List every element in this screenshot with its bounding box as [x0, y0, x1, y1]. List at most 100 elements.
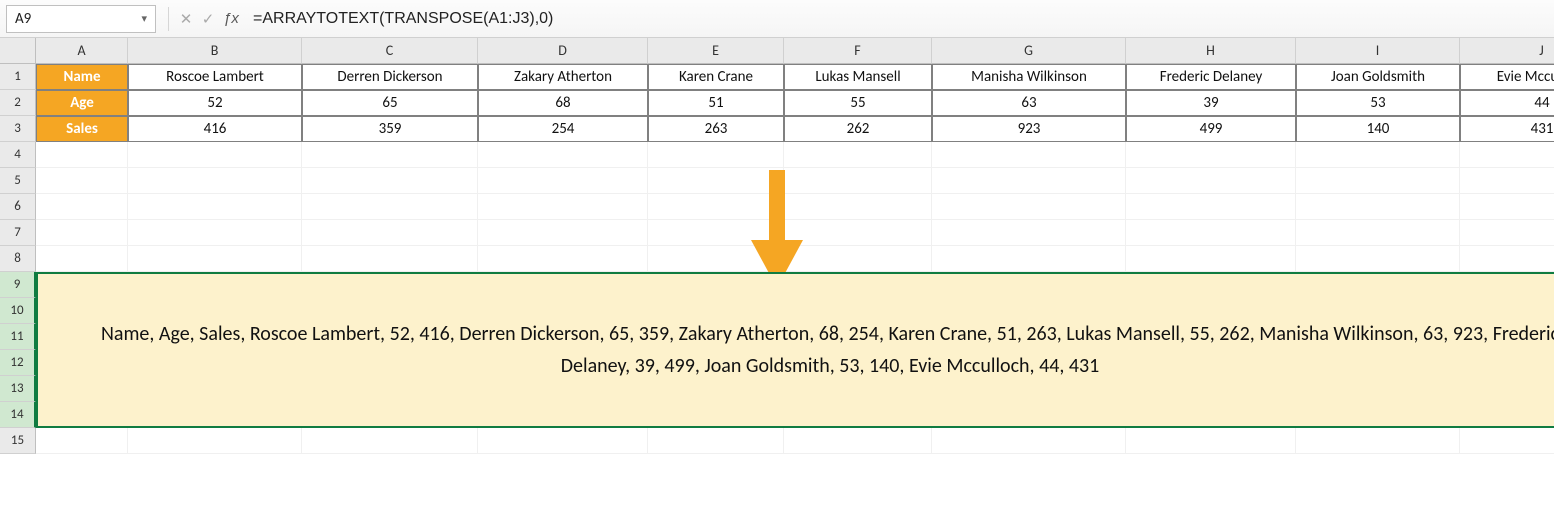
- row-header[interactable]: 3: [0, 116, 36, 142]
- cell[interactable]: [1296, 142, 1460, 168]
- cell[interactable]: [1296, 246, 1460, 272]
- column-header[interactable]: C: [302, 38, 478, 64]
- cell[interactable]: Evie Mcculloch: [1460, 64, 1554, 90]
- cell[interactable]: [1126, 246, 1296, 272]
- cell[interactable]: [478, 246, 648, 272]
- cell[interactable]: [784, 142, 932, 168]
- cell[interactable]: [1296, 168, 1460, 194]
- name-box[interactable]: A9 ▾: [6, 5, 156, 33]
- cell[interactable]: [36, 246, 128, 272]
- cell[interactable]: 254: [478, 116, 648, 142]
- cell[interactable]: Name: [36, 64, 128, 90]
- cell[interactable]: Sales: [36, 116, 128, 142]
- row-header[interactable]: 9: [0, 272, 36, 298]
- row-header[interactable]: 4: [0, 142, 36, 168]
- column-header[interactable]: H: [1126, 38, 1296, 64]
- cell[interactable]: Frederic Delaney: [1126, 64, 1296, 90]
- cell[interactable]: [1296, 428, 1460, 454]
- cancel-icon[interactable]: ✕: [175, 8, 197, 30]
- cell[interactable]: [1296, 194, 1460, 220]
- cell[interactable]: 52: [128, 90, 302, 116]
- select-all-corner[interactable]: [0, 38, 36, 64]
- cell[interactable]: Roscoe Lambert: [128, 64, 302, 90]
- cell[interactable]: [302, 142, 478, 168]
- cell[interactable]: 262: [784, 116, 932, 142]
- cell[interactable]: 416: [128, 116, 302, 142]
- cell[interactable]: [1126, 428, 1296, 454]
- row-header[interactable]: 8: [0, 246, 36, 272]
- cell[interactable]: Zakary Atherton: [478, 64, 648, 90]
- cell[interactable]: [1460, 428, 1554, 454]
- cell[interactable]: [128, 246, 302, 272]
- cell[interactable]: [1126, 142, 1296, 168]
- cell[interactable]: 499: [1126, 116, 1296, 142]
- cell[interactable]: [478, 142, 648, 168]
- cell[interactable]: 359: [302, 116, 478, 142]
- cell[interactable]: [784, 428, 932, 454]
- cell[interactable]: 923: [932, 116, 1126, 142]
- cell[interactable]: 63: [932, 90, 1126, 116]
- cell[interactable]: [1126, 194, 1296, 220]
- cell[interactable]: [1460, 142, 1554, 168]
- cell[interactable]: [648, 142, 784, 168]
- column-header[interactable]: D: [478, 38, 648, 64]
- formula-input[interactable]: [243, 5, 1554, 33]
- row-header[interactable]: 11: [0, 324, 36, 350]
- cell[interactable]: 140: [1296, 116, 1460, 142]
- row-header[interactable]: 7: [0, 220, 36, 246]
- cell[interactable]: [1460, 194, 1554, 220]
- cell[interactable]: [36, 142, 128, 168]
- row-header[interactable]: 13: [0, 376, 36, 402]
- cell[interactable]: Lukas Mansell: [784, 64, 932, 90]
- cell[interactable]: [648, 428, 784, 454]
- row-header[interactable]: 2: [0, 90, 36, 116]
- cell[interactable]: 53: [1296, 90, 1460, 116]
- row-header[interactable]: 6: [0, 194, 36, 220]
- cell[interactable]: [478, 428, 648, 454]
- row-header[interactable]: 15: [0, 428, 36, 454]
- column-header[interactable]: E: [648, 38, 784, 64]
- row-header[interactable]: 10: [0, 298, 36, 324]
- cell[interactable]: [478, 220, 648, 246]
- cell[interactable]: [478, 194, 648, 220]
- cell[interactable]: [128, 168, 302, 194]
- cell[interactable]: 51: [648, 90, 784, 116]
- cell[interactable]: [36, 220, 128, 246]
- enter-icon[interactable]: ✓: [197, 8, 219, 30]
- row-header[interactable]: 1: [0, 64, 36, 90]
- cell[interactable]: 431: [1460, 116, 1554, 142]
- cell[interactable]: Derren Dickerson: [302, 64, 478, 90]
- cell[interactable]: [1126, 168, 1296, 194]
- cell[interactable]: Manisha Wilkinson: [932, 64, 1126, 90]
- cell[interactable]: [478, 168, 648, 194]
- cell[interactable]: 263: [648, 116, 784, 142]
- cell[interactable]: [932, 220, 1126, 246]
- cell[interactable]: [302, 220, 478, 246]
- cell[interactable]: [1460, 168, 1554, 194]
- cell[interactable]: [36, 428, 128, 454]
- row-header[interactable]: 12: [0, 350, 36, 376]
- column-header[interactable]: G: [932, 38, 1126, 64]
- column-header[interactable]: I: [1296, 38, 1460, 64]
- cell[interactable]: [932, 194, 1126, 220]
- cell[interactable]: [302, 428, 478, 454]
- column-header[interactable]: F: [784, 38, 932, 64]
- cell[interactable]: 68: [478, 90, 648, 116]
- cell[interactable]: [128, 220, 302, 246]
- insert-function-icon[interactable]: ƒx: [219, 7, 243, 31]
- cell[interactable]: 55: [784, 90, 932, 116]
- cell[interactable]: [302, 168, 478, 194]
- cell[interactable]: [302, 246, 478, 272]
- cell[interactable]: 39: [1126, 90, 1296, 116]
- cell[interactable]: 65: [302, 90, 478, 116]
- chevron-down-icon[interactable]: ▾: [141, 12, 147, 25]
- cell[interactable]: Karen Crane: [648, 64, 784, 90]
- cell[interactable]: [36, 168, 128, 194]
- cell[interactable]: 44: [1460, 90, 1554, 116]
- cell[interactable]: [1460, 246, 1554, 272]
- cell[interactable]: [932, 142, 1126, 168]
- cell[interactable]: [932, 168, 1126, 194]
- result-output-cell[interactable]: Name, Age, Sales, Roscoe Lambert, 52, 41…: [36, 272, 1554, 428]
- column-header[interactable]: J: [1460, 38, 1554, 64]
- cell[interactable]: [302, 194, 478, 220]
